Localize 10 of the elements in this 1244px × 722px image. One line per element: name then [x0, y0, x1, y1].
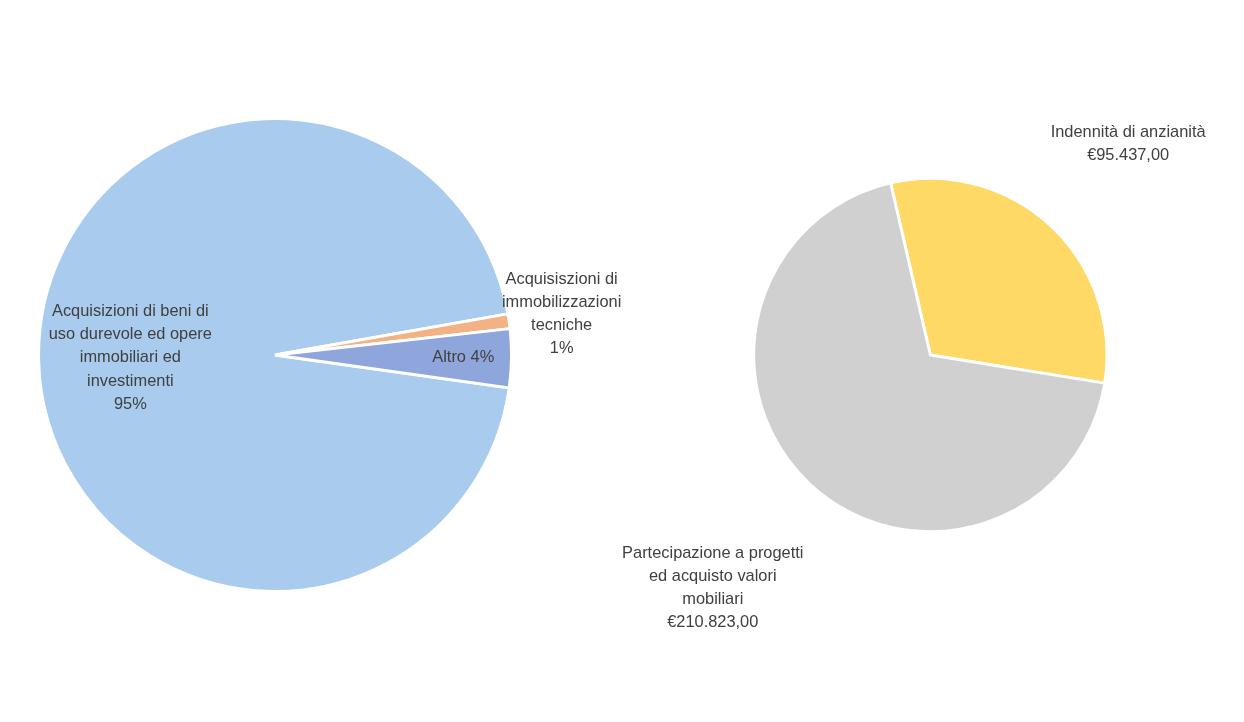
pie-slice	[752, 181, 1107, 534]
slice-label: Acquisizioni di beni di uso durevole ed opere immobiliari ed investimenti	[48, 301, 212, 389]
data-label: 1%	[549, 338, 574, 357]
slice-label: Partecipazione a progetti ed acquisto valori mobiliari	[622, 542, 804, 607]
slice-label: Altro 4%	[432, 347, 495, 366]
data-label: €210.823,00	[667, 612, 759, 631]
slice-label: Acquisiszioni di immobilizzazioni tecniche	[501, 268, 622, 334]
slice-label: Indennità di anzianità	[1050, 121, 1207, 140]
data-label: €95.437,00	[1087, 144, 1170, 163]
data-label: 95%	[113, 393, 147, 412]
